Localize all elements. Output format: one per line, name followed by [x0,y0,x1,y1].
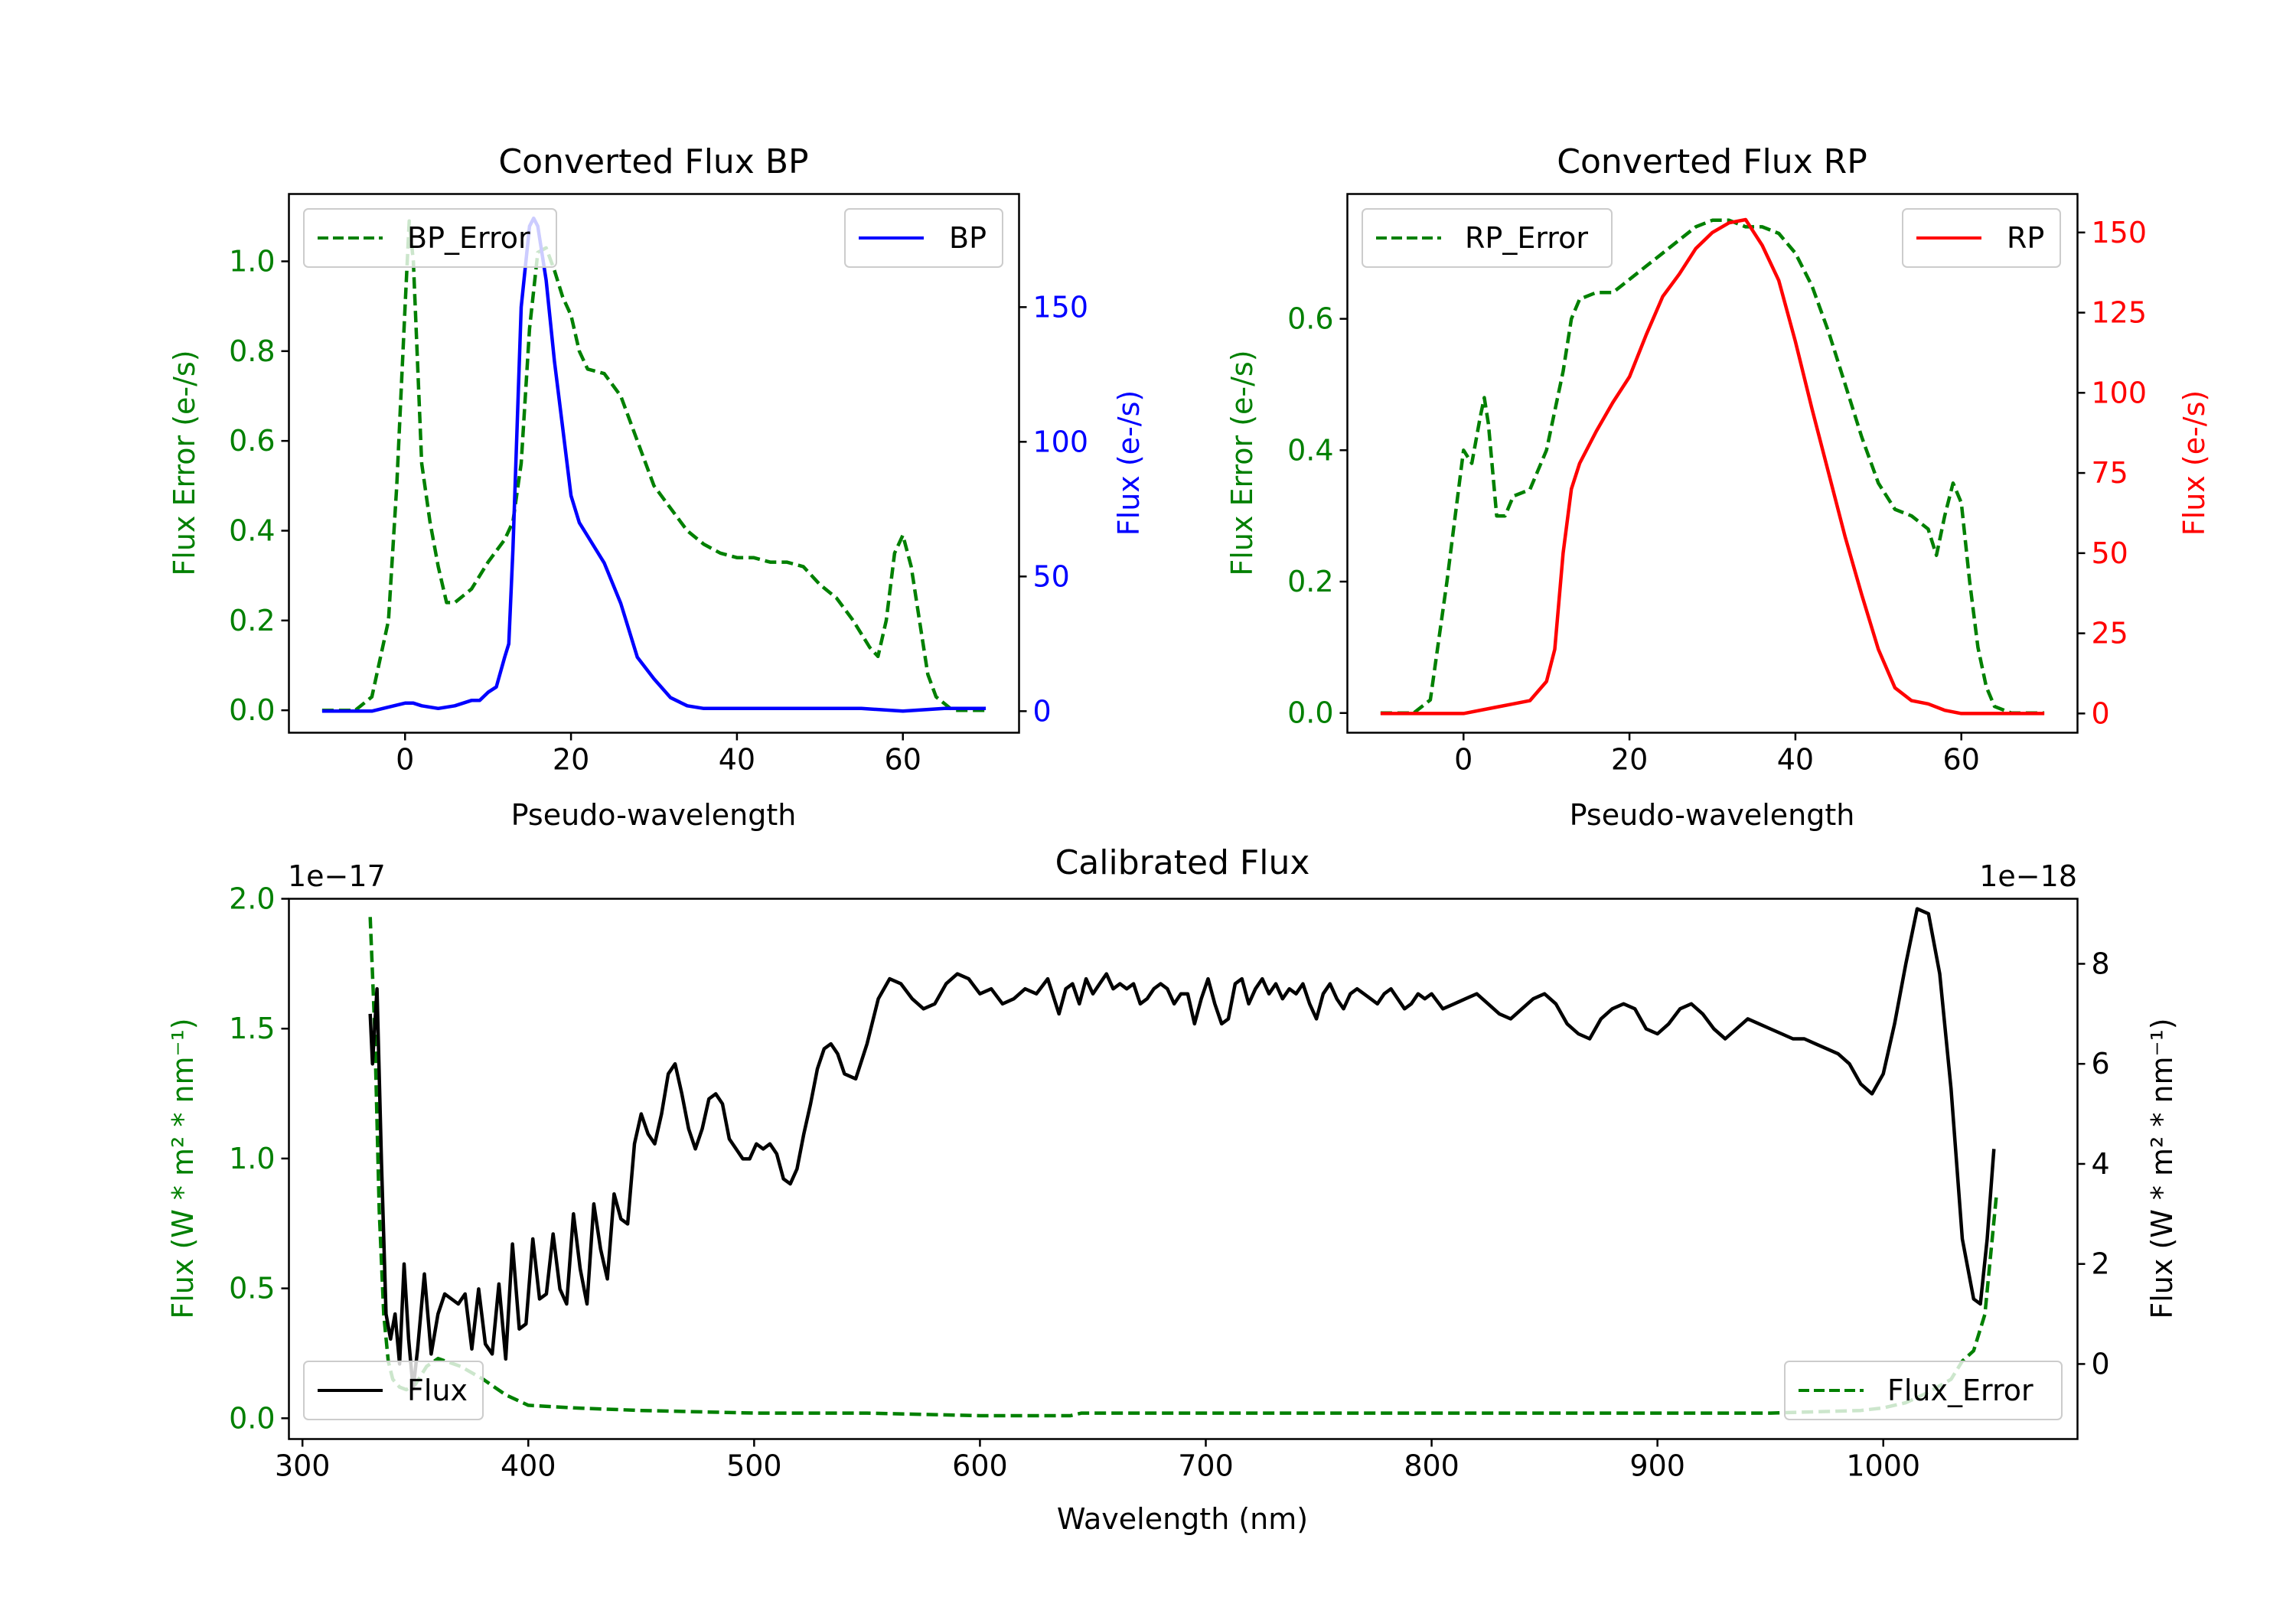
legend-left-calibrated: Flux [303,1361,484,1420]
series-bp [321,216,987,713]
x-tick-label: 0 [1454,743,1473,777]
y-axis-label-left-calibrated: Flux (W * m² * nm⁻¹) [166,1018,200,1319]
legend-label-rp-error: RP_Error [1465,221,1588,255]
x-ticks-rp: 0 20 40 60 [1454,732,1980,777]
y-ticks-right-bp: 0 50 100 150 [1019,290,1089,728]
x-tick-label: 60 [1943,743,1980,777]
panel-rp: 0 20 40 60 0.0 0.2 0.4 0.6 0 25 50 75 100 125 150 Co… [1225,142,2211,832]
x-tick-label: 500 [726,1449,782,1483]
y-tick-label-left: 0.2 [1287,565,1333,598]
x-tick-label: 40 [1777,743,1814,777]
x-tick-label: 1000 [1846,1449,1920,1483]
y-tick-label-right: 25 [2092,617,2128,650]
y-tick-label-right: 100 [2092,376,2148,409]
series-line-rp [1380,217,2045,715]
x-axis-label-bp: Pseudo-wavelength [511,798,797,832]
y-tick-label-right: 50 [1033,559,1070,593]
y-ticks-right-calibrated: 0 2 4 6 8 [2077,947,2110,1380]
legend-right-rp: RP [1902,208,2061,268]
y-ticks-left-rp: 0.0 0.2 0.4 0.6 [1287,302,1348,730]
y-tick-label-right: 4 [2092,1147,2110,1181]
x-axis-label-rp: Pseudo-wavelength [1570,798,1855,832]
x-tick-label: 900 [1629,1449,1685,1483]
y-tick-label-right: 8 [2092,947,2110,980]
y-tick-label-left: 0.0 [229,1401,275,1435]
y-axis-label-left-rp: Flux Error (e-/s) [1225,350,1259,575]
legend-label-flux-error: Flux_Error [1887,1374,2033,1407]
y-tick-label-left: 0.6 [1287,302,1333,336]
y-tick-label-left: 0.0 [229,693,275,727]
legend-right-calibrated: Flux_Error [1784,1361,2063,1420]
y-tick-label-right: 0 [1033,694,1052,728]
chart-title-rp: Converted Flux RP [1557,142,1867,181]
legend-right-bp: BP [844,208,1003,268]
panel-calibrated: 300 400 500 600 700 800 900 1000 0.0 0.5 1.0 1.5 2.… [166,843,2179,1536]
series-line-bp-error [321,219,987,712]
x-ticks-calibrated: 300 400 500 600 700 800 900 1000 [275,1439,1920,1483]
offset-label-left: 1e−17 [288,859,386,893]
y-tick-label-left: 0.5 [229,1272,275,1305]
x-tick-label: 0 [396,743,414,777]
legend-label-bp-error: BP_Error [407,221,530,255]
y-tick-label-left: 1.0 [229,1142,275,1175]
y-tick-label-right: 6 [2092,1047,2110,1081]
legend-label-flux: Flux [407,1374,468,1407]
x-tick-label: 20 [1611,743,1648,777]
series-calibrated [368,907,1998,1418]
x-tick-label: 20 [553,743,589,777]
series-line-bp [321,216,987,713]
y-tick-label-left: 0.4 [1287,433,1333,467]
y-tick-label-left: 0.0 [1287,696,1333,730]
x-tick-label: 60 [885,743,921,777]
legend-label-bp: BP [949,221,987,255]
y-tick-label-right: 0 [2092,696,2110,730]
x-tick-label: 40 [719,743,755,777]
plot-area-calibrated [288,898,2079,1440]
series-line-flux [368,907,1996,1391]
y-axis-label-right-calibrated: Flux (W * m² * nm⁻¹) [2145,1018,2179,1319]
x-ticks-bp: 0 20 40 60 [396,732,921,777]
y-tick-label-left: 1.0 [229,245,275,279]
y-tick-label-right: 150 [1033,290,1089,324]
y-axis-label-right-bp: Flux (e-/s) [1112,390,1146,536]
y-tick-label-left: 2.0 [229,882,275,916]
plot-area-rp [1346,193,2079,734]
y-tick-label-left: 0.4 [229,514,275,548]
y-axis-label-right-rp: Flux (e-/s) [2177,390,2211,536]
plot-area-bp [288,193,1020,734]
x-tick-label: 400 [501,1449,556,1483]
panel-bp: 0 20 40 60 0.0 0.2 0.4 0.6 0.8 1.0 0 50 100 150 Con… [168,142,1146,832]
x-tick-label: 300 [275,1449,331,1483]
legend-left-bp: BP_Error [303,208,557,268]
series-line-flux-error [368,917,1998,1418]
x-tick-label: 700 [1178,1449,1234,1483]
offset-label-right: 1e−18 [1979,859,2077,893]
chart-title-bp: Converted Flux BP [498,142,808,181]
series-line-rp-error [1380,218,2045,715]
legend-label-rp: RP [2007,221,2044,255]
y-ticks-left-bp: 0.0 0.2 0.4 0.6 0.8 1.0 [229,245,289,727]
y-tick-label-left: 0.6 [229,424,275,458]
y-tick-label-right: 2 [2092,1247,2110,1281]
x-tick-label: 600 [952,1449,1008,1483]
y-tick-label-left: 0.2 [229,604,275,637]
y-tick-label-right: 150 [2092,216,2148,249]
x-axis-label-calibrated: Wavelength (nm) [1057,1502,1308,1536]
y-axis-label-left-bp: Flux Error (e-/s) [168,350,201,575]
y-tick-label-right: 50 [2092,536,2128,570]
y-tick-label-right: 75 [2092,456,2128,490]
y-tick-label-left: 0.8 [229,334,275,368]
x-tick-label: 800 [1404,1449,1459,1483]
y-ticks-right-rp: 0 25 50 75 100 125 150 [2077,216,2148,730]
y-ticks-left-calibrated: 0.0 0.5 1.0 1.5 2.0 [229,882,289,1435]
y-tick-label-right: 0 [2092,1347,2110,1380]
legend-left-rp: RP_Error [1362,208,1613,268]
y-tick-label-right: 125 [2092,296,2148,330]
chart-title-calibrated: Calibrated Flux [1055,843,1310,882]
y-tick-label-left: 1.5 [229,1012,275,1045]
y-tick-label-right: 100 [1033,425,1089,458]
series-rp [1380,217,2045,715]
